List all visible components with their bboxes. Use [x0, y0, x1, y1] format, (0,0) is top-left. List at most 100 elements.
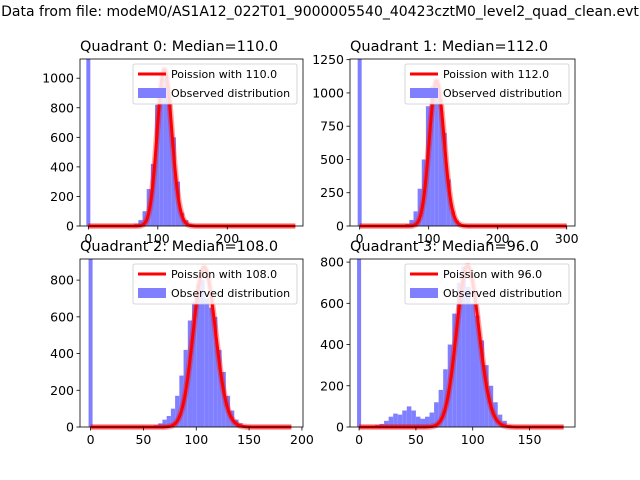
legend-histogram-swatch: [138, 288, 166, 298]
y-tick-label: 800: [50, 100, 74, 115]
axes-frame: [79, 258, 304, 428]
legend-histogram-label: Observed distribution: [443, 87, 562, 100]
histogram-bar: [162, 419, 167, 427]
histogram-bar: [138, 220, 143, 226]
histogram-bar: [200, 280, 205, 427]
histogram-bar: [187, 320, 193, 427]
axes-frame: [79, 58, 304, 227]
histogram-bar: [196, 283, 201, 427]
y-tick-label: 200: [50, 189, 74, 204]
y-tick-label: 0: [336, 420, 344, 435]
histogram-bar: [415, 416, 421, 427]
legend-box: [404, 263, 570, 305]
y-tick-label: 200: [320, 378, 344, 393]
y-tick-label: 600: [50, 309, 74, 324]
legend: Poission with 108.0 Observed distribution: [132, 263, 298, 305]
zero-spike-bar: [357, 59, 362, 226]
legend: Poission with 112.0 Observed distribution: [404, 63, 570, 105]
histogram-bar: [192, 302, 197, 427]
y-tick-label: 400: [50, 346, 74, 361]
y-tick-label: 1250: [312, 52, 344, 67]
legend-poisson-label: Poission with 108.0: [171, 268, 277, 281]
x-tick-label: 150: [518, 432, 542, 447]
legend: Poission with 110.0 Observed distribution: [132, 63, 298, 105]
histogram-bar: [465, 286, 471, 427]
histogram-bar: [470, 303, 475, 427]
histogram-bar: [409, 220, 414, 226]
histogram-bar: [406, 406, 412, 427]
quadrant-0-panel: Quadrant 0: Median=110.0 0 100 200 0 200 400 60…: [42, 39, 304, 246]
legend-histogram-label: Observed distribution: [171, 87, 290, 100]
y-tick-label: 600: [50, 130, 74, 145]
x-tick-label: 300: [555, 231, 579, 246]
histogram-bar: [434, 79, 439, 227]
histogram-bar: [388, 416, 394, 427]
quadrant-2-title: Quadrant 2: Median=108.0: [80, 239, 278, 255]
histogram-bar: [438, 389, 444, 427]
x-tick-label: 100: [146, 231, 170, 246]
histogram-bar: [484, 365, 489, 427]
histogram-bar: [155, 104, 160, 226]
x-tick-label: 200: [486, 231, 510, 246]
x-tick-label: 100: [461, 432, 485, 447]
histogram-bar: [159, 85, 164, 226]
histogram-bar: [446, 179, 451, 226]
x-tick-label: 200: [290, 432, 314, 447]
legend-poisson-label: Poission with 112.0: [443, 68, 549, 81]
y-tick-label: 0: [336, 219, 344, 234]
x-tick-label: 0: [84, 231, 92, 246]
y-tick-label: 400: [320, 337, 344, 352]
y-tick-label: 800: [50, 273, 74, 288]
histogram-bar: [461, 266, 466, 427]
histogram-bar: [179, 375, 184, 427]
x-tick-label: 200: [215, 231, 239, 246]
histogram-bar: [170, 408, 176, 427]
y-tick-label: 250: [320, 185, 344, 200]
histogram-bar: [166, 415, 171, 427]
zero-spike-bar: [357, 259, 362, 427]
figure-suptitle: Data from file: modeM0/AS1A12_022T01_900…: [1, 4, 639, 20]
histogram-bar: [442, 132, 447, 226]
quadrant-3-title: Quadrant 3: Median=96.0: [350, 239, 539, 255]
histogram-bar: [167, 100, 172, 226]
histogram-bar: [175, 395, 180, 427]
y-tick-label: 1000: [312, 85, 344, 100]
x-tick-label: 0: [87, 432, 95, 447]
y-tick-label: 600: [320, 296, 344, 311]
legend-histogram-swatch: [410, 88, 438, 98]
histogram-bar: [420, 418, 425, 427]
histogram-bar: [411, 410, 416, 427]
quadrant-3-panel: Quadrant 3: Median=96.0 0 50 100 150 0 200 400 6…: [320, 239, 576, 447]
histogram-bar: [450, 211, 455, 226]
histogram-bar: [397, 414, 403, 427]
zero-spike-bar: [88, 259, 93, 427]
histogram-bar: [417, 188, 422, 226]
histogram-bar: [158, 423, 163, 427]
legend: Poission with 96.0 Observed distribution: [404, 263, 570, 305]
x-tick-label: 50: [408, 432, 424, 447]
x-tick-label: 0: [355, 432, 363, 447]
histogram-bar: [402, 410, 407, 427]
legend-poisson-label: Poission with 96.0: [443, 268, 542, 281]
y-tick-label: 800: [320, 255, 344, 270]
quadrant-1-panel: Quadrant 1: Median=112.0 0 100 200 300 0 250 50…: [312, 39, 579, 246]
axes-frame: [349, 58, 576, 227]
histogram-bar: [379, 423, 385, 427]
histogram-bar: [171, 137, 176, 226]
histogram-bar: [456, 282, 462, 427]
legend-histogram-label: Observed distribution: [171, 287, 290, 300]
histogram-bar: [142, 211, 147, 226]
histogram-bar: [502, 420, 507, 427]
y-tick-label: 400: [50, 159, 74, 174]
histogram-bar: [204, 298, 209, 427]
y-tick-label: 0: [66, 420, 74, 435]
histogram-bar: [430, 86, 435, 226]
legend-box: [404, 63, 570, 105]
histogram-bar: [429, 412, 435, 427]
zero-spike-bar: [86, 59, 91, 226]
y-tick-label: 1000: [42, 71, 74, 86]
histogram-bar: [493, 402, 498, 427]
y-tick-label: 750: [320, 119, 344, 134]
legend-box: [132, 263, 298, 305]
